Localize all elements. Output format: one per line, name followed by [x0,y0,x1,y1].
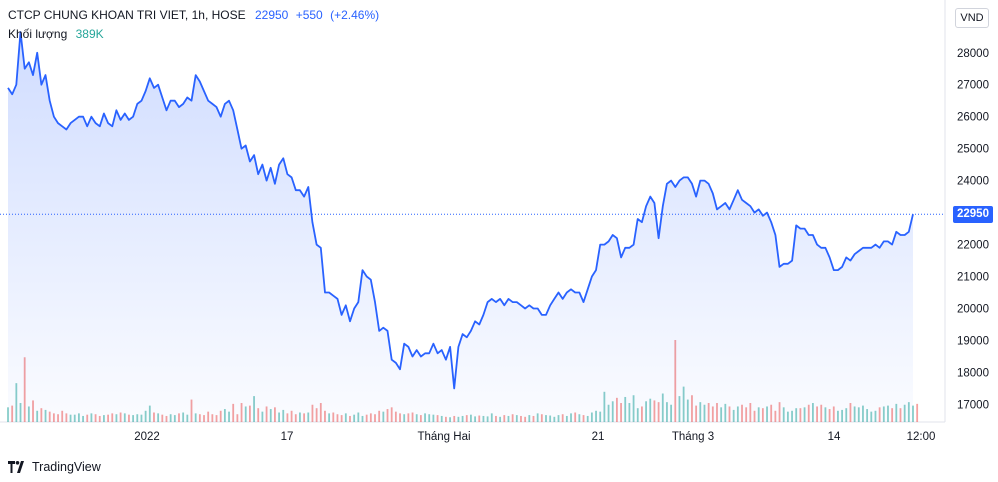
x-tick-label: Tháng Hai [417,431,470,443]
price-change-pct: (+2.46%) [330,8,380,22]
y-tick-label: 17000 [957,399,989,411]
x-tick-label: 2022 [134,431,160,443]
last-price-tag: 22950 [953,205,993,223]
price-line [7,31,914,390]
currency-button[interactable]: VND [955,8,989,28]
tradingview-logo-text: TradingView [32,460,101,474]
volume-label[interactable]: Khối lượng [8,27,68,41]
y-tick-label: 24000 [957,176,989,188]
time-axis: 2022 17 Tháng Hai 21 Tháng 3 14 12:00 [134,431,935,443]
y-tick-label: 27000 [957,80,989,92]
x-tick-label: 17 [281,431,294,443]
price-change: +550 [295,8,323,22]
last-price-value: 22950 [254,8,289,22]
volume-bar [916,403,919,422]
y-tick-label: 19000 [957,335,989,347]
y-tick-label: 18000 [957,367,989,379]
x-tick-label: Tháng 3 [672,431,714,443]
tradingview-logo-icon [8,461,24,473]
y-tick-label: 28000 [957,48,989,60]
x-tick-label: 21 [592,431,605,443]
y-tick-label: 20000 [957,304,989,316]
exchange-label: HOSE [211,8,246,22]
symbol-title[interactable]: CTCP CHUNG KHOAN TRI VIET, 1h, HOSE [8,8,246,22]
x-tick-label: 12:00 [907,431,936,443]
x-tick-label: 14 [828,431,841,443]
volume-value: 389K [75,27,104,41]
price-area-fill [8,32,913,422]
symbol-name: CTCP CHUNG KHOAN TRI VIET [8,8,185,22]
legend-title-row: CTCP CHUNG KHOAN TRI VIET, 1h, HOSE 2295… [8,6,379,25]
tradingview-logo[interactable]: TradingView [8,459,101,475]
y-tick-label: 21000 [957,272,989,284]
y-tick-label: 26000 [957,112,989,124]
chart-legend: CTCP CHUNG KHOAN TRI VIET, 1h, HOSE 2295… [8,6,379,44]
y-tick-label: 25000 [957,144,989,156]
y-tick-label: 22000 [957,240,989,252]
interval-label: 1h [191,8,205,22]
legend-volume-row: Khối lượng 389K [8,25,379,44]
